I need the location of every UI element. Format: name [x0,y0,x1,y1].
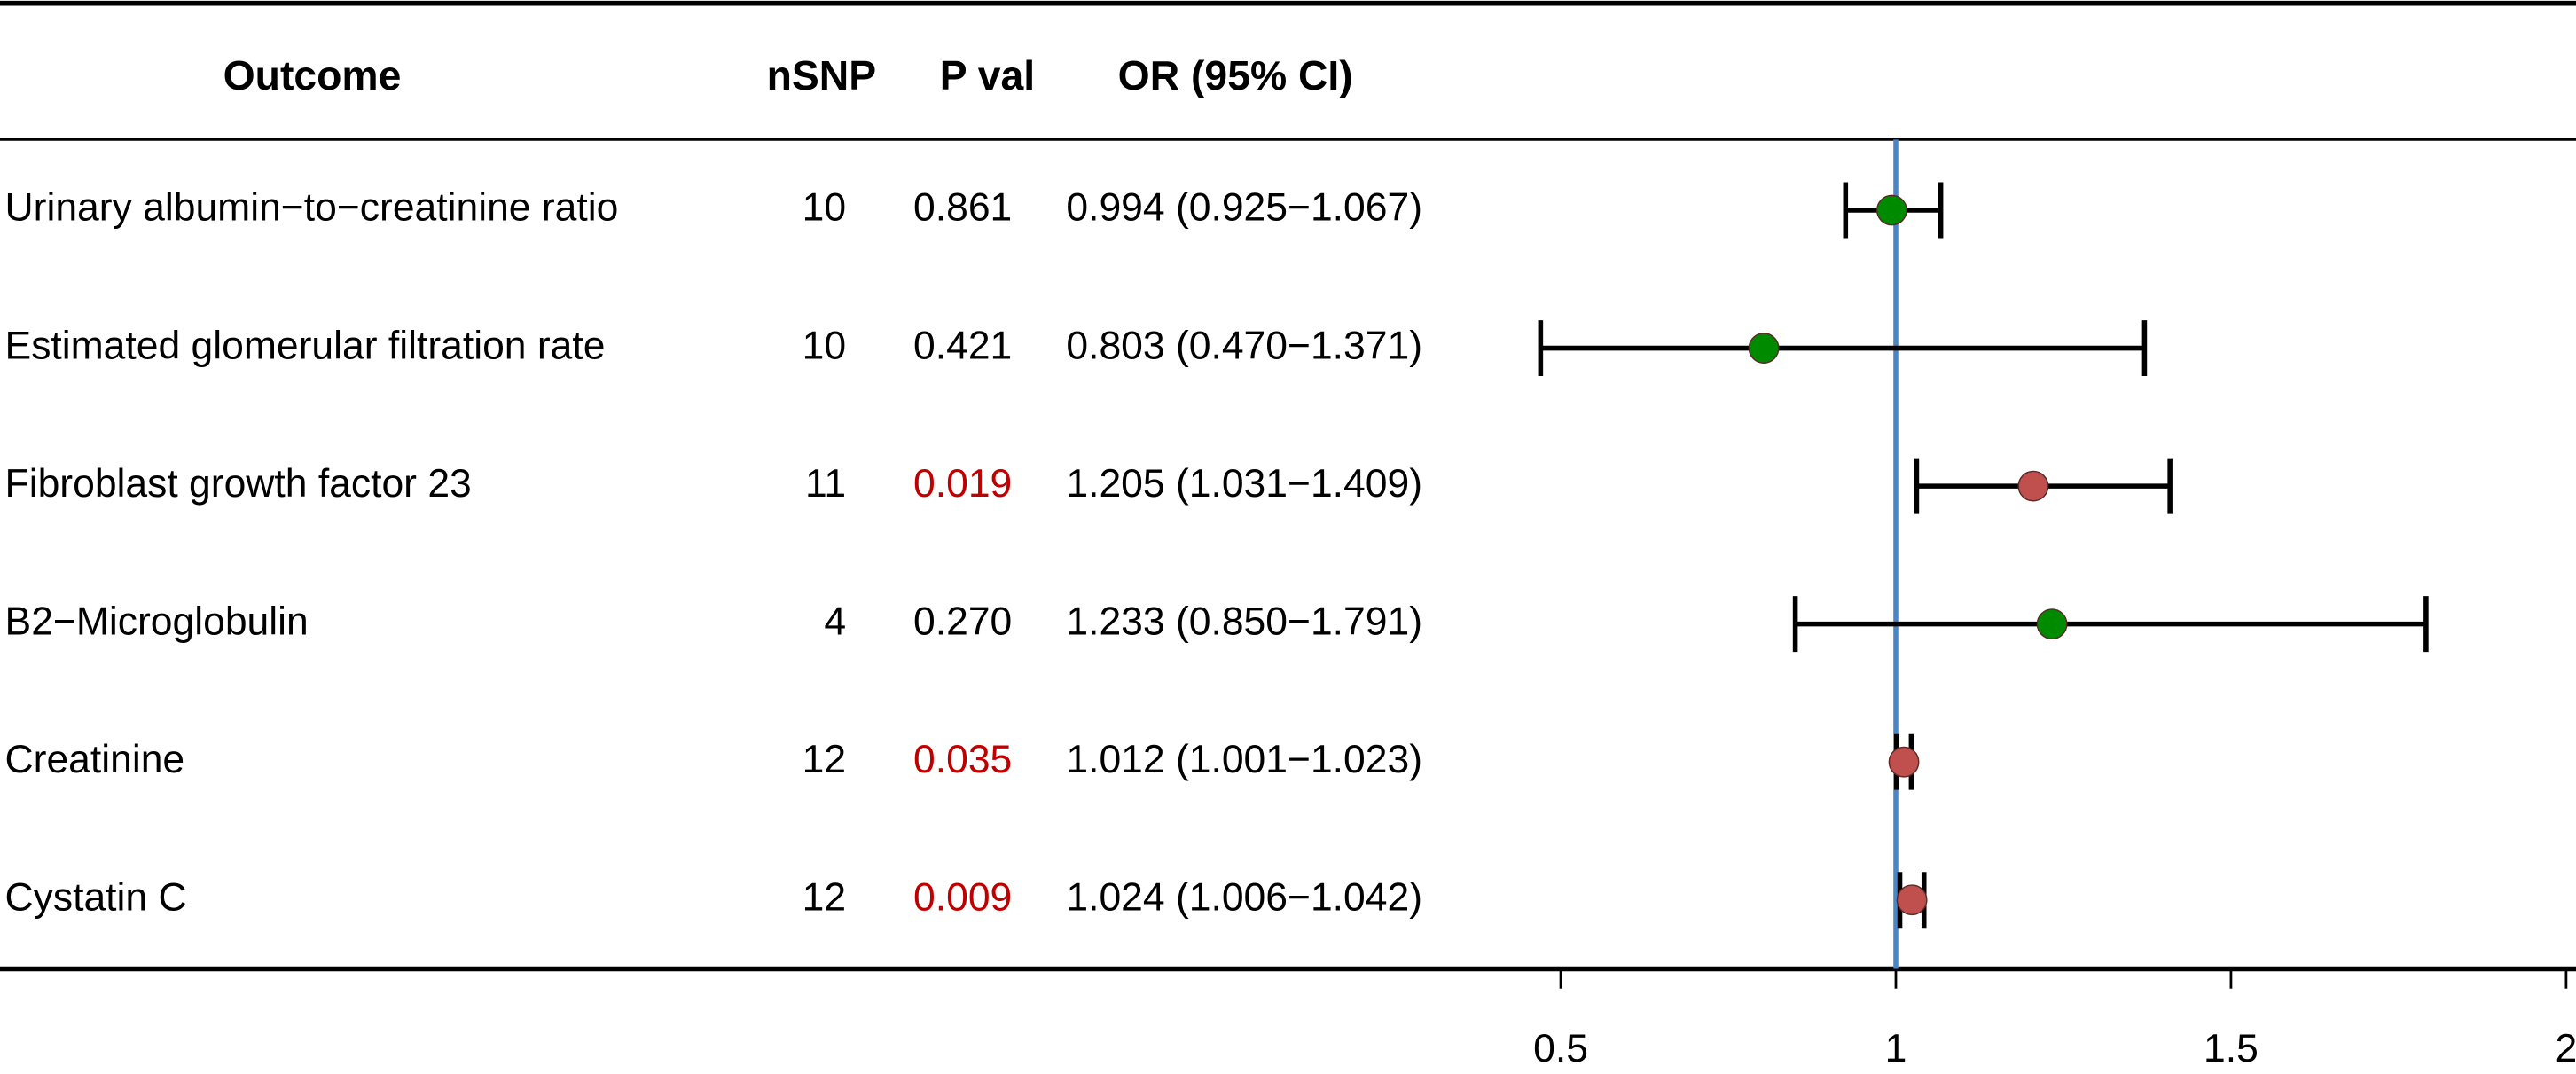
x-tick-label: 1 [1885,1027,1907,1070]
or-point [2036,608,2068,640]
outcome-label: Estimated glomerular filtration rate [5,324,606,367]
x-tick-label: 1.5 [2204,1027,2259,1070]
or-point [2017,470,2049,502]
or-label: 0.994 (0.925−1.067) [1066,186,1422,230]
nsnp-value: 10 [803,324,846,367]
outcome-label: Fibroblast growth factor 23 [5,462,472,506]
outcome-label: Creatinine [5,738,185,781]
outcome-label: Urinary albumin−to−creatinine ratio [5,186,619,230]
p-value: 0.035 [913,738,1012,781]
nsnp-value: 12 [803,875,846,919]
p-value: 0.861 [913,186,1012,230]
header-nsnp: nSNP [767,52,877,98]
nsnp-value: 11 [805,462,846,506]
or-point [1876,194,1907,226]
p-value: 0.019 [913,462,1012,506]
or-point [1888,746,1920,778]
nsnp-value: 10 [803,186,846,230]
or-label: 1.024 (1.006−1.042) [1066,875,1422,919]
or-label: 1.233 (0.850−1.791) [1066,600,1422,643]
or-label: 1.012 (1.001−1.023) [1066,738,1422,781]
or-label: 0.803 (0.470−1.371) [1066,324,1422,367]
outcome-label: B2−Microglobulin [5,600,309,643]
or-point [1896,884,1928,916]
nsnp-value: 12 [803,738,846,781]
x-tick-label: 0.5 [1533,1027,1588,1070]
nsnp-value: 4 [824,600,846,643]
x-tick-label: 2 [2556,1027,2576,1070]
header-outcome: Outcome [223,52,402,98]
p-value: 0.009 [913,875,1012,919]
or-point [1748,333,1780,364]
header-or: OR (95% CI) [1118,52,1353,98]
p-value: 0.421 [913,324,1012,367]
header-pval: P val [940,52,1035,98]
outcome-label: Cystatin C [5,875,187,919]
or-label: 1.205 (1.031−1.409) [1066,462,1422,506]
p-value: 0.270 [913,600,1012,643]
